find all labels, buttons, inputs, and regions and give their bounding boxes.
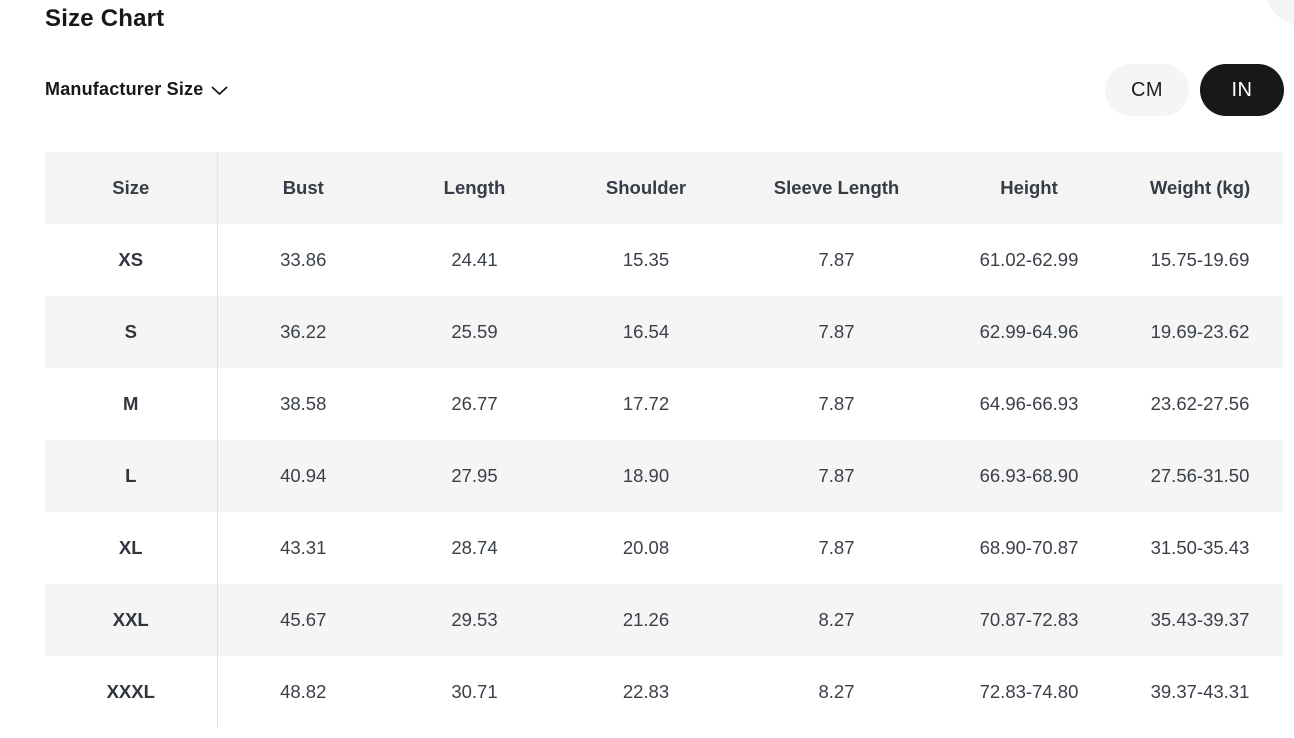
measurement-cell: 19.69-23.62 — [1117, 296, 1283, 368]
measurement-cell: 40.94 — [217, 440, 389, 512]
page-title: Size Chart — [45, 5, 165, 32]
measurement-cell: 22.83 — [622, 681, 670, 702]
measurement-cell: 61.02-62.99 — [979, 249, 1079, 270]
measurement-cell: 28.74 — [451, 537, 498, 558]
measurement-cell: 33.86 — [280, 249, 327, 270]
measurement-cell: 15.35 — [622, 249, 670, 270]
measurement-cell: 7.87 — [732, 440, 941, 512]
size-label-cell: S — [45, 296, 218, 368]
measurement-cell: 39.37-43.31 — [1150, 681, 1250, 702]
manufacturer-size-label: Manufacturer Size — [45, 79, 204, 99]
close-button[interactable] — [1264, 0, 1294, 26]
size-label-cell: M — [45, 368, 218, 440]
size-label-cell: XXL — [45, 584, 218, 656]
column-header-bust: Bust — [217, 152, 389, 224]
measurement-cell: 16.54 — [560, 296, 732, 368]
table-header: Size Bust Length Shoulder Sleeve Length Heigh… — [45, 152, 1283, 224]
measurement-cell: 70.87-72.83 — [941, 584, 1117, 656]
measurement-cell: 7.87 — [732, 296, 941, 368]
table-row-xxxl: XXXL 48.82 30.71 22.83 8.27 72.83-74.80 39.37-… — [45, 656, 1283, 728]
table-header-row: Size Bust Length Shoulder Sleeve Length Heigh… — [45, 152, 1283, 224]
table-row-l: L 40.94 27.95 18.90 7.87 66.93-68.90 27.56-31.… — [45, 440, 1283, 512]
unit-toggle: CM IN — [1105, 64, 1284, 116]
measurement-cell: 36.22 — [217, 296, 389, 368]
size-label-cell: XXXL — [45, 656, 218, 728]
size-label-cell: XS — [45, 224, 218, 296]
table-row-s: S 36.22 25.59 16.54 7.87 62.99-64.96 19.69-23.… — [45, 296, 1283, 368]
table-row-xxl: XXL 45.67 29.53 21.26 8.27 70.87-72.83 35.43-3… — [45, 584, 1283, 656]
measurement-cell: 31.50-35.43 — [1150, 537, 1250, 558]
measurement-cell: 26.77 — [451, 393, 498, 414]
measurement-cell: 21.26 — [560, 584, 732, 656]
measurement-cell: 17.72 — [622, 393, 670, 414]
measurement-cell: 29.53 — [389, 584, 560, 656]
measurement-cell: 62.99-64.96 — [941, 296, 1117, 368]
measurement-cell: 8.27 — [818, 681, 855, 702]
measurement-cell: 72.83-74.80 — [979, 681, 1079, 702]
measurement-cell: 27.56-31.50 — [1117, 440, 1283, 512]
table-row-xl: XL 43.31 28.74 20.08 7.87 68.90-70.87 31.50-35… — [45, 512, 1283, 584]
measurement-cell: 23.62-27.56 — [1150, 393, 1250, 414]
column-header-weight-kg: Weight (kg) — [1117, 152, 1283, 224]
measurement-cell: 35.43-39.37 — [1117, 584, 1283, 656]
chevron-down-icon — [211, 86, 228, 96]
measurement-cell: 66.93-68.90 — [941, 440, 1117, 512]
measurement-cell: 30.71 — [451, 681, 498, 702]
measurement-cell: 7.87 — [818, 393, 855, 414]
table-row-m: M 38.58 26.77 17.72 7.87 64.96-66.93 23.62-27.… — [45, 368, 1283, 440]
column-header-size: Size — [45, 152, 218, 224]
measurement-cell: 64.96-66.93 — [979, 393, 1079, 414]
column-header-length: Length — [389, 152, 560, 224]
measurement-cell: 25.59 — [389, 296, 560, 368]
column-header-height: Height — [941, 152, 1117, 224]
measurement-cell: 43.31 — [280, 537, 327, 558]
measurement-cell: 18.90 — [560, 440, 732, 512]
measurement-cell: 24.41 — [451, 249, 498, 270]
measurement-cell: 68.90-70.87 — [979, 537, 1079, 558]
measurement-cell: 7.87 — [818, 249, 855, 270]
measurement-cell: 20.08 — [622, 537, 670, 558]
measurement-cell: 8.27 — [732, 584, 941, 656]
unit-button-in[interactable]: IN — [1200, 64, 1284, 116]
unit-button-cm[interactable]: CM — [1105, 64, 1189, 116]
measurement-cell: 38.58 — [280, 393, 327, 414]
size-label-cell: XL — [45, 512, 218, 584]
size-label-cell: L — [45, 440, 218, 512]
measurement-cell: 48.82 — [280, 681, 327, 702]
manufacturer-size-selector[interactable]: Manufacturer Size — [45, 79, 228, 100]
size-chart-table: Size Bust Length Shoulder Sleeve Length Heigh… — [45, 152, 1284, 728]
table-row-xs: XS 33.86 24.41 15.35 7.87 61.02-62.99 15.75-19… — [45, 224, 1283, 296]
column-header-shoulder: Shoulder — [560, 152, 732, 224]
measurement-cell: 45.67 — [217, 584, 389, 656]
measurement-cell: 27.95 — [389, 440, 560, 512]
column-header-sleeve-length: Sleeve Length — [732, 152, 941, 224]
measurement-cell: 7.87 — [818, 537, 855, 558]
measurement-cell: 15.75-19.69 — [1150, 249, 1250, 270]
table-body: XS 33.86 24.41 15.35 7.87 61.02-62.99 15.75-19… — [45, 224, 1283, 728]
